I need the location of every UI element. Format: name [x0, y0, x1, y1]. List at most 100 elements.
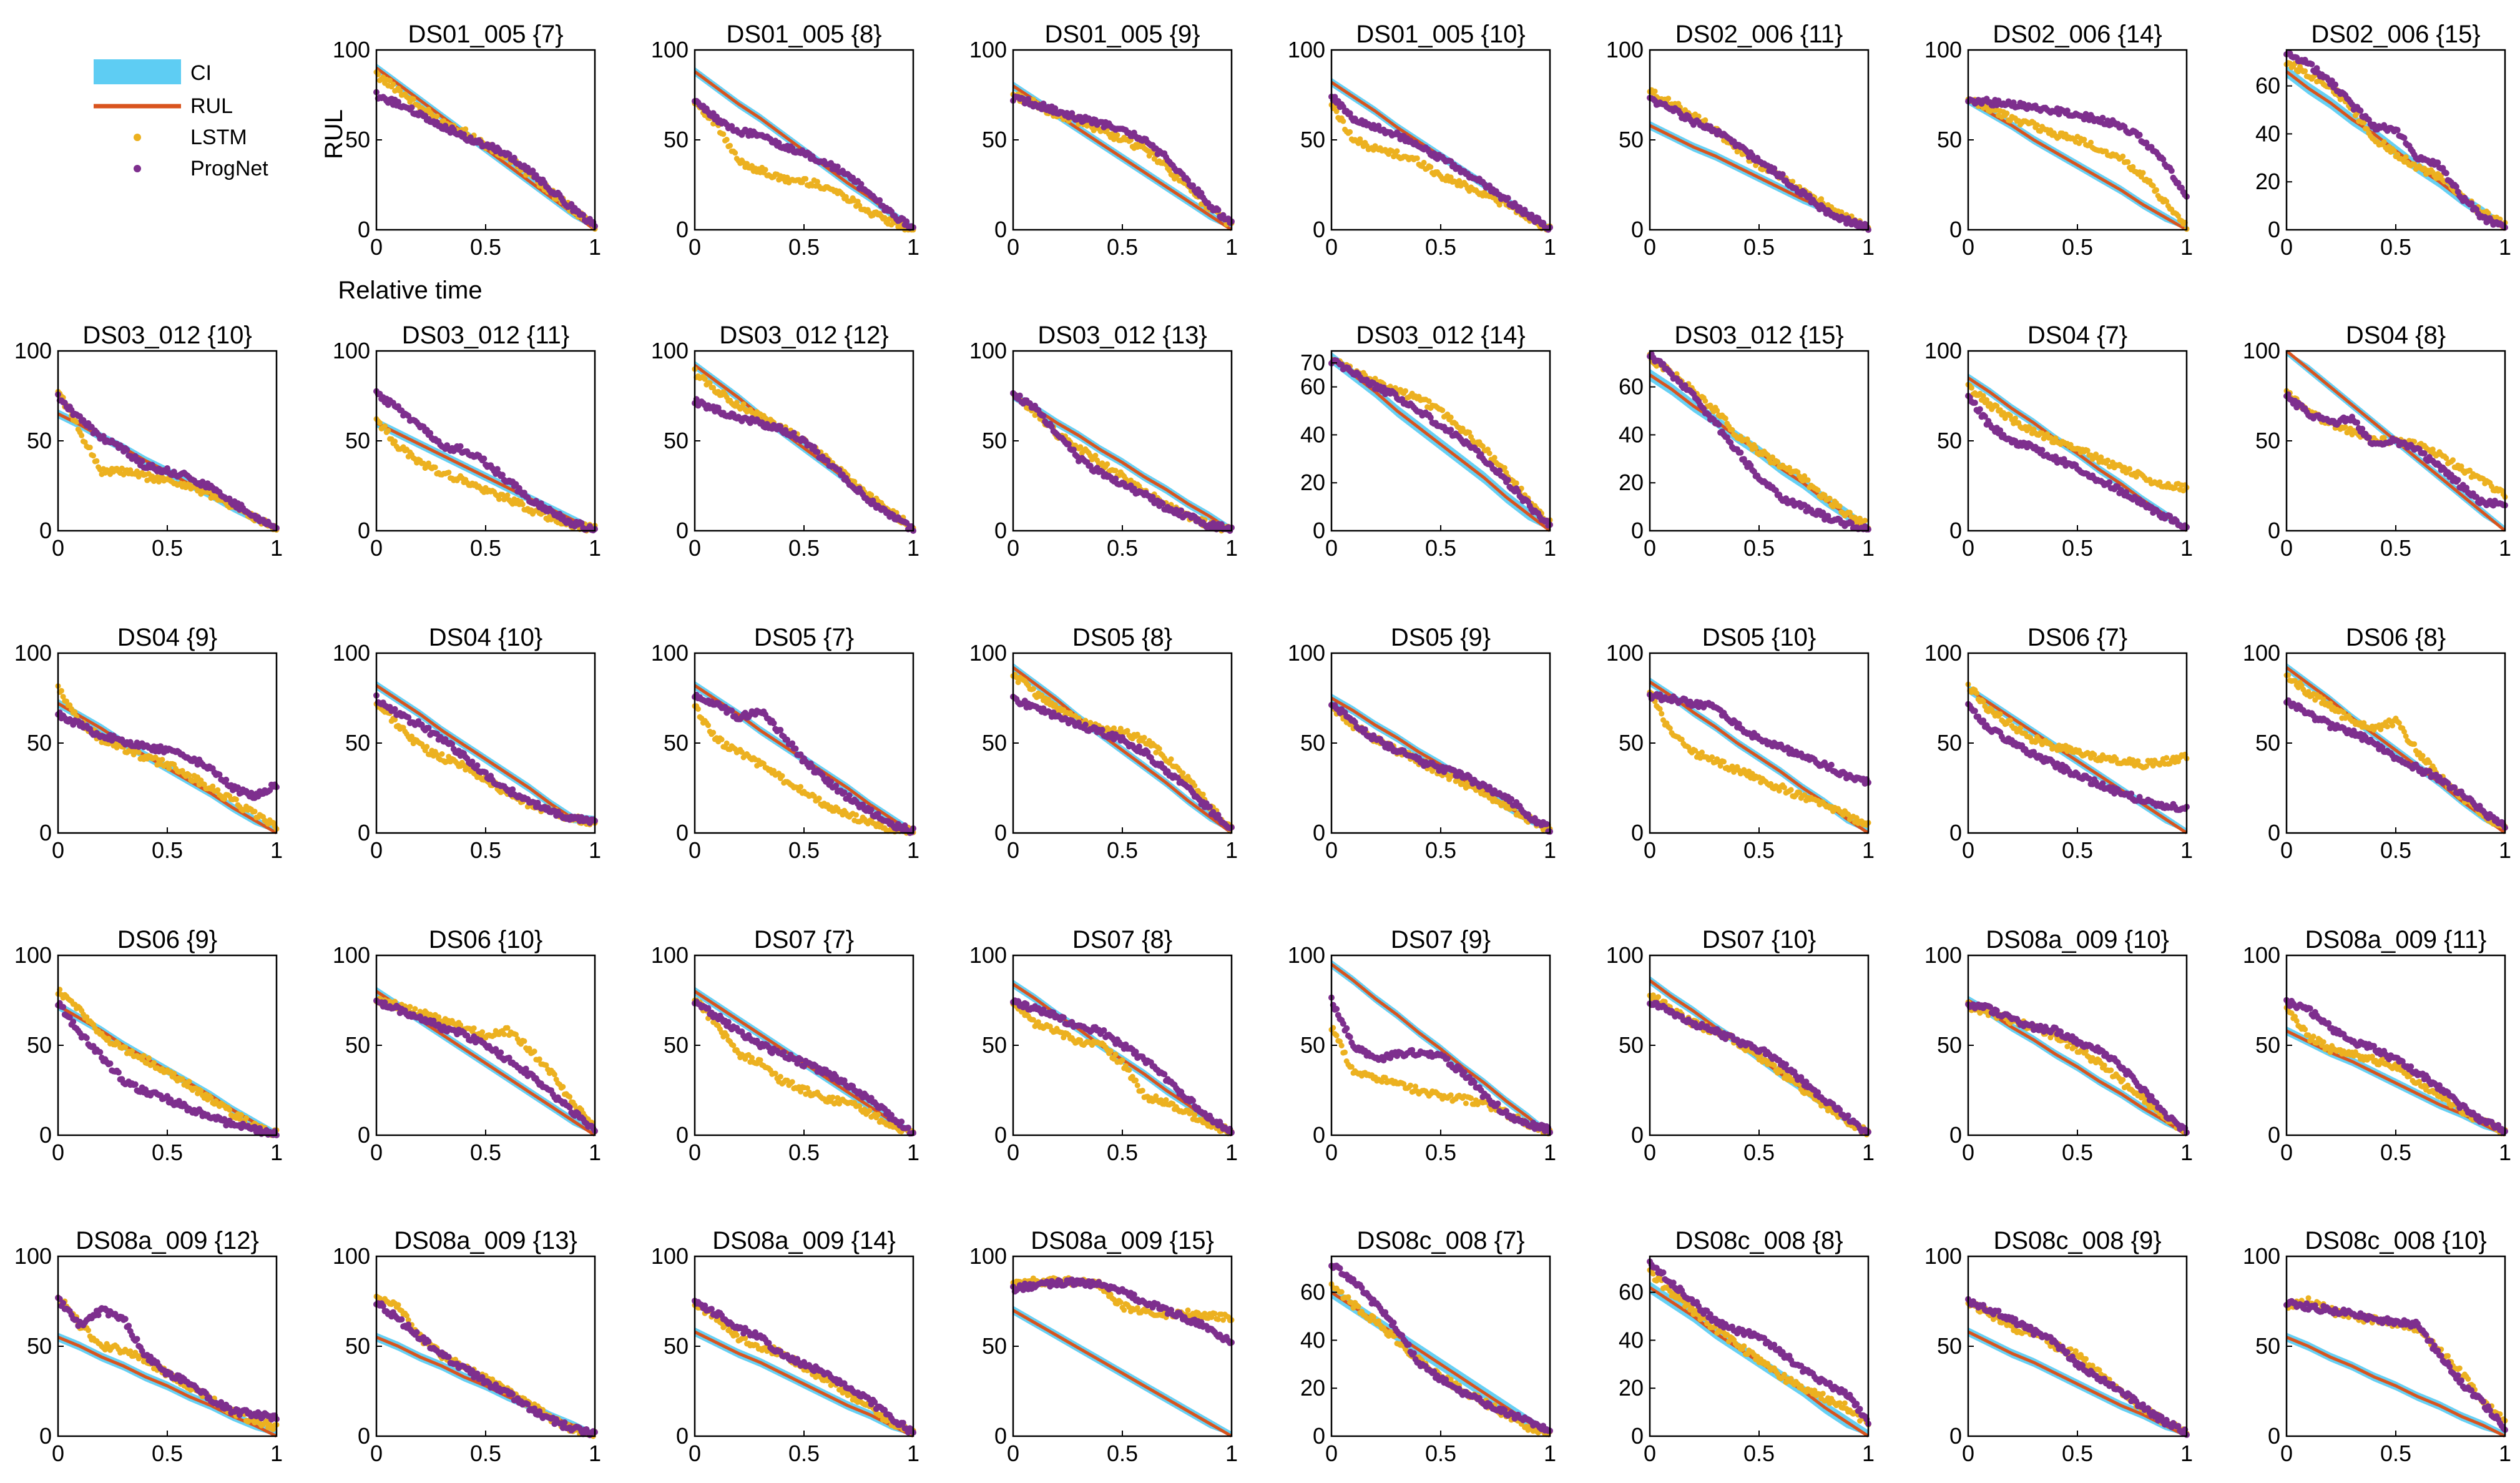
y-tick-label: 60 [1300, 374, 1325, 400]
x-tick-label: 0.5 [1107, 234, 1138, 260]
subplot-title: DS02_006 {14} [1993, 21, 2162, 48]
subplot-title: DS04 {9} [117, 624, 217, 651]
prognet-point [2394, 127, 2401, 134]
lstm-point [2004, 111, 2010, 116]
x-tick-label: 0.5 [470, 837, 501, 863]
prognet-point [1504, 195, 1511, 202]
prognet-point [770, 720, 777, 727]
y-tick-label: 0 [39, 518, 52, 543]
lstm-point [720, 131, 727, 137]
y-tick-label: 0 [358, 820, 370, 845]
y-tick-label: 50 [982, 127, 1007, 152]
x-tick-label: 1 [907, 234, 919, 260]
lstm-point [705, 722, 711, 729]
prognet-point [2401, 134, 2408, 141]
lstm-point [2105, 457, 2111, 463]
lstm-point [463, 126, 469, 132]
prognet-point [223, 776, 230, 783]
y-tick-label: 0 [676, 217, 689, 242]
x-tick-label: 0 [370, 535, 383, 561]
y-tick-label: 0 [358, 518, 370, 543]
y-tick-label: 50 [345, 127, 370, 152]
lstm-point [79, 432, 85, 438]
lstm-point [1439, 407, 1446, 413]
x-tick-label: 0.5 [1743, 535, 1775, 561]
lstm-point [91, 453, 96, 459]
legend-label-ci: CI [190, 61, 212, 85]
prognet-point [506, 151, 512, 158]
x-tick-label: 0 [1962, 535, 1974, 561]
x-tick-label: 0 [689, 535, 701, 561]
lstm-point [424, 744, 430, 750]
lstm-point [815, 179, 820, 185]
lstm-point [410, 96, 416, 102]
y-tick-label: 20 [2255, 169, 2280, 194]
lstm-point [434, 113, 440, 119]
x-tick-label: 0.5 [2062, 535, 2093, 561]
prognet-point [876, 197, 883, 204]
prognet-point [391, 706, 398, 712]
lstm-point [1114, 132, 1120, 138]
prognet-point [1215, 207, 1222, 214]
subplot-title: DS04 {8} [2346, 322, 2446, 349]
lstm-point [1491, 455, 1498, 461]
y-tick-label: 100 [14, 640, 52, 666]
lstm-point [87, 445, 93, 451]
y-tick-label: 100 [333, 338, 370, 363]
x-tick-label: 1 [270, 837, 283, 863]
x-tick-label: 0 [1325, 234, 1338, 260]
lstm-point [2088, 139, 2094, 145]
x-tick-label: 0 [52, 837, 64, 863]
prognet-point [2421, 450, 2428, 456]
lstm-point [385, 428, 391, 434]
lstm-point [74, 419, 80, 425]
lstm-point [1486, 450, 1493, 456]
subplot-title: DS03_012 {11} [402, 322, 569, 349]
lstm-point [58, 687, 64, 694]
lstm-point [1702, 398, 1709, 404]
lstm-point [798, 784, 804, 790]
legend-label-lstm: LSTM [190, 126, 247, 149]
lstm-point [1428, 164, 1434, 170]
lstm-point [2154, 187, 2159, 193]
y-tick-label: 100 [333, 37, 370, 62]
prognet-point [124, 446, 130, 453]
y-tick-label: 0 [1949, 217, 1962, 242]
lstm-point [94, 458, 100, 464]
lstm-point [1836, 503, 1843, 510]
x-tick-label: 0 [2280, 234, 2293, 260]
subplot-title: DS01_005 {10} [1356, 21, 1525, 48]
lstm-point [1403, 388, 1408, 394]
lstm-point [1340, 118, 1346, 124]
x-axis-label: Relative time [338, 277, 482, 304]
y-tick-label: 50 [345, 428, 370, 453]
x-tick-label: 0.5 [1743, 234, 1775, 260]
x-tick-label: 0.5 [1107, 535, 1138, 561]
lstm-point [779, 773, 785, 779]
x-tick-label: 0.5 [788, 234, 820, 260]
prognet-point [2365, 434, 2372, 441]
lstm-point [1815, 487, 1821, 493]
lstm-point [1414, 155, 1420, 161]
prognet-point [2354, 419, 2361, 426]
lstm-point [2302, 68, 2308, 74]
lstm-point [718, 736, 725, 742]
subplot-title: DS02_006 {11} [1675, 21, 1843, 48]
prognet-point [1040, 413, 1047, 419]
x-tick-label: 0.5 [1425, 234, 1456, 260]
lstm-point [727, 142, 733, 149]
y-tick-label: 20 [1619, 470, 1644, 495]
prognet-series [692, 97, 916, 232]
x-tick-label: 1 [270, 535, 283, 561]
y-tick-label: 0 [358, 217, 370, 242]
prognet-point [2106, 479, 2113, 486]
x-tick-label: 0 [1007, 535, 1019, 561]
lstm-point [2034, 122, 2040, 128]
lstm-point [135, 749, 142, 756]
prognet-point [580, 212, 587, 219]
prognet-point [2168, 167, 2175, 174]
subplot-title: DS02_006 {15} [2311, 21, 2480, 48]
lstm-point [816, 796, 822, 801]
lstm-point [432, 464, 438, 470]
